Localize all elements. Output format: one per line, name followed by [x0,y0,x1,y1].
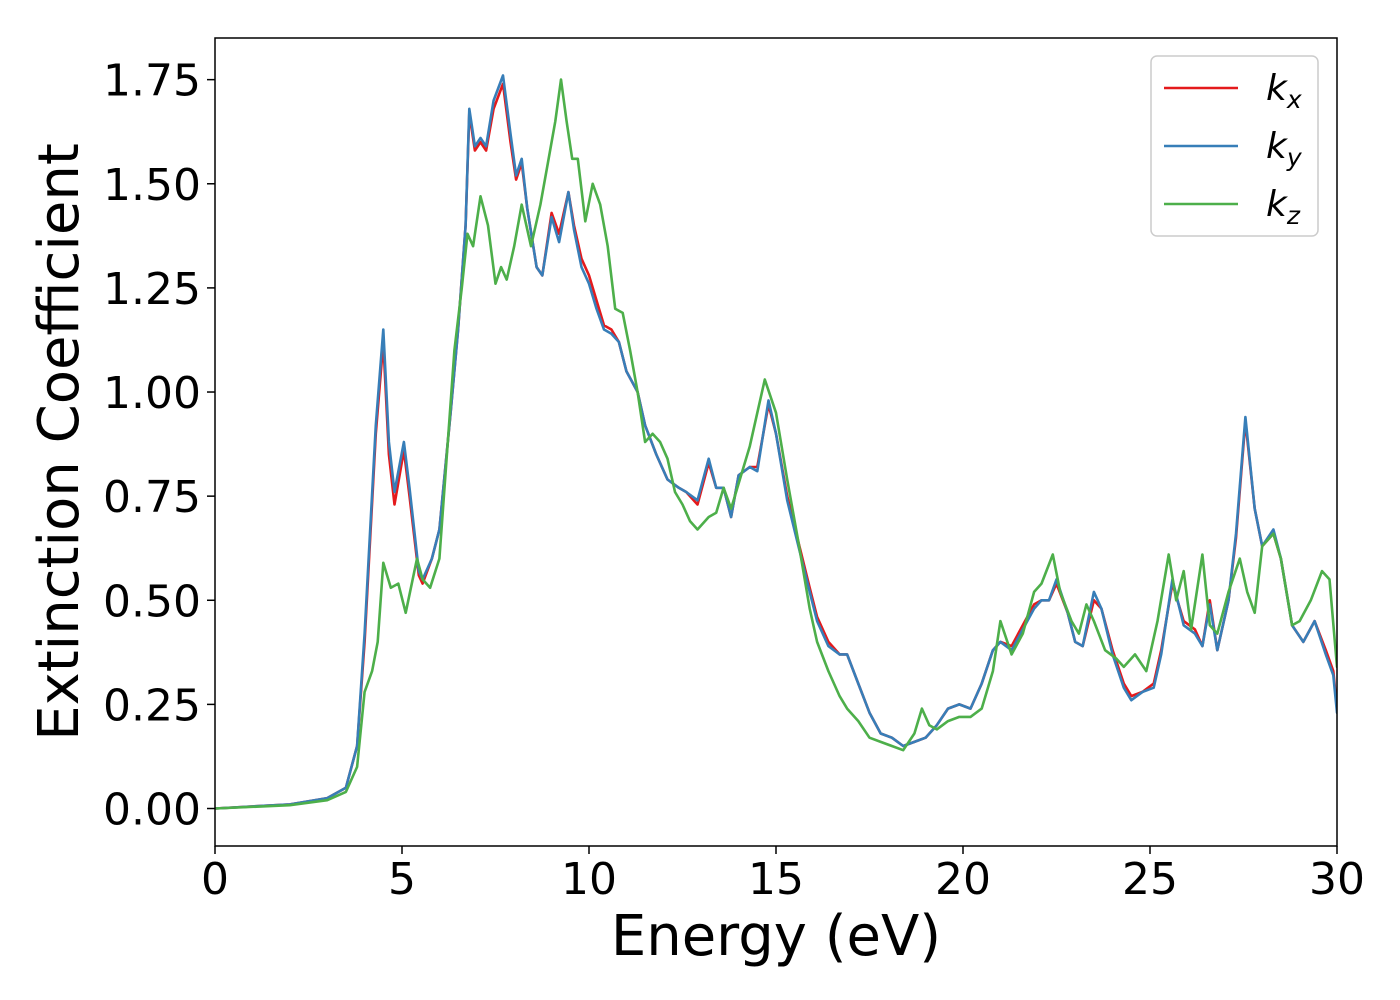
series-line-z [215,78,1337,810]
legend-label-z: kz [1266,184,1301,230]
series-layer [215,74,1337,810]
x-axis: 0 5 10 15 20 25 30 [201,846,1365,905]
x-tick-label: 0 [201,854,229,905]
legend-label-base: k [1266,68,1289,109]
x-tick-label: 10 [561,854,617,905]
y-tick-label: 1.75 [103,56,201,107]
legend-label-x: kx [1266,68,1302,114]
legend-label-base: k [1266,126,1289,167]
y-tick-label: 1.50 [103,160,201,211]
y-tick-label: 0.00 [103,785,201,836]
y-tick-label: 0.75 [103,472,201,523]
y-tick-label: 0.50 [103,576,201,627]
series-line-y [215,74,1337,810]
y-axis-label: Extinction Coefficient [27,143,92,741]
x-tick-label: 5 [388,854,416,905]
legend-label-subscript: z [1286,201,1301,230]
x-tick-label: 20 [935,854,991,905]
x-tick-label: 30 [1309,854,1365,905]
x-tick-label: 25 [1122,854,1178,905]
x-axis-label: Energy (eV) [611,904,941,969]
legend-label-base: k [1266,184,1289,225]
x-tick-label: 15 [748,854,804,905]
y-tick-label: 1.00 [103,368,201,419]
legend-label-subscript: x [1286,85,1302,114]
y-tick-label: 0.25 [103,680,201,731]
legend-label-subscript: y [1286,143,1303,172]
y-tick-label: 1.25 [103,264,201,315]
y-axis: 0.00 0.25 0.50 0.75 1.00 1.25 1.50 1.75 [103,56,215,836]
legend-label-y: ky [1266,126,1303,172]
